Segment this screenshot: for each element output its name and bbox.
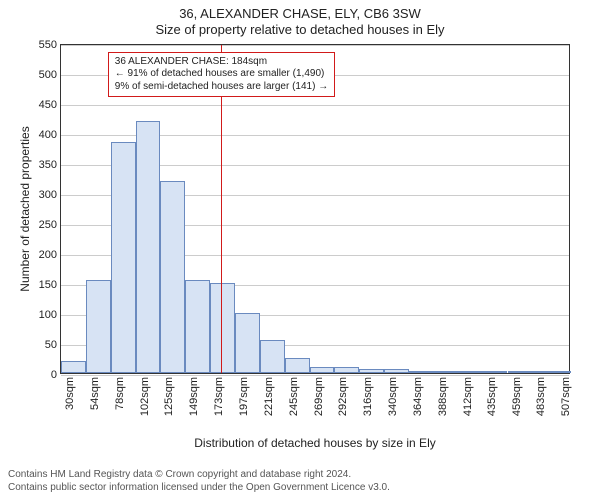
x-tick-label: 507sqm <box>560 377 572 416</box>
histogram-bar <box>285 358 310 373</box>
gridline <box>61 105 569 106</box>
chart-title: 36, ALEXANDER CHASE, ELY, CB6 3SW <box>0 0 600 22</box>
histogram-bar <box>61 361 86 373</box>
x-tick-label: 292sqm <box>337 377 349 416</box>
chart-container: 36, ALEXANDER CHASE, ELY, CB6 3SW Size o… <box>0 0 600 500</box>
footer-line: Contains HM Land Registry data © Crown c… <box>8 469 592 482</box>
histogram-bar <box>434 371 459 373</box>
y-tick-label: 0 <box>51 369 61 381</box>
x-tick-label: 221sqm <box>263 377 275 416</box>
annotation-line: 36 ALEXANDER CHASE: 184sqm <box>115 56 328 69</box>
histogram-bar <box>260 340 285 373</box>
y-tick-label: 500 <box>39 69 61 81</box>
x-tick-label: 435sqm <box>486 377 498 416</box>
y-tick-label: 150 <box>39 279 61 291</box>
y-tick-label: 550 <box>39 39 61 51</box>
histogram-bar <box>185 280 210 373</box>
histogram-bar <box>310 367 334 373</box>
histogram-bar <box>136 121 160 373</box>
histogram-bar <box>235 313 260 373</box>
histogram-bar <box>384 369 409 373</box>
histogram-bar <box>483 371 508 373</box>
x-tick-label: 269sqm <box>313 377 325 416</box>
x-tick-label: 125sqm <box>163 377 175 416</box>
plot-area: 05010015020025030035040045050055030sqm54… <box>60 44 570 374</box>
gridline <box>61 375 569 376</box>
histogram-bar <box>160 181 185 373</box>
x-tick-label: 316sqm <box>362 377 374 416</box>
x-tick-label: 173sqm <box>213 377 225 416</box>
x-tick-label: 149sqm <box>188 377 200 416</box>
x-tick-label: 340sqm <box>387 377 399 416</box>
histogram-bar <box>111 142 136 373</box>
x-axis-label: Distribution of detached houses by size … <box>60 436 570 450</box>
x-tick-label: 412sqm <box>462 377 474 416</box>
histogram-bar <box>334 367 359 373</box>
histogram-bar <box>210 283 235 373</box>
footer-credits: Contains HM Land Registry data © Crown c… <box>8 469 592 494</box>
histogram-bar <box>508 371 533 373</box>
y-tick-label: 450 <box>39 99 61 111</box>
x-tick-label: 102sqm <box>139 377 151 416</box>
histogram-bar <box>459 371 483 373</box>
histogram-bar <box>557 371 571 373</box>
annotation-line: ← 91% of detached houses are smaller (1,… <box>115 68 328 81</box>
x-tick-label: 388sqm <box>437 377 449 416</box>
y-tick-label: 350 <box>39 159 61 171</box>
x-tick-label: 245sqm <box>288 377 300 416</box>
gridline <box>61 45 569 46</box>
x-tick-label: 197sqm <box>238 377 250 416</box>
histogram-bar <box>409 371 434 373</box>
y-tick-label: 100 <box>39 309 61 321</box>
x-tick-label: 364sqm <box>412 377 424 416</box>
x-tick-label: 54sqm <box>89 377 101 410</box>
x-tick-label: 78sqm <box>114 377 126 410</box>
histogram-bar <box>532 371 557 373</box>
y-tick-label: 200 <box>39 249 61 261</box>
annotation-box: 36 ALEXANDER CHASE: 184sqm← 91% of detac… <box>108 52 335 98</box>
x-tick-label: 30sqm <box>64 377 76 410</box>
chart-subtitle: Size of property relative to detached ho… <box>0 22 600 38</box>
histogram-bar <box>359 369 384 373</box>
y-tick-label: 400 <box>39 129 61 141</box>
histogram-bar <box>86 280 111 373</box>
y-tick-label: 300 <box>39 189 61 201</box>
y-axis-label: Number of detached properties <box>18 126 32 291</box>
annotation-line: 9% of semi-detached houses are larger (1… <box>115 81 328 94</box>
y-tick-label: 50 <box>45 339 61 351</box>
x-tick-label: 459sqm <box>511 377 523 416</box>
y-tick-label: 250 <box>39 219 61 231</box>
footer-line: Contains public sector information licen… <box>8 482 592 495</box>
x-tick-label: 483sqm <box>535 377 547 416</box>
